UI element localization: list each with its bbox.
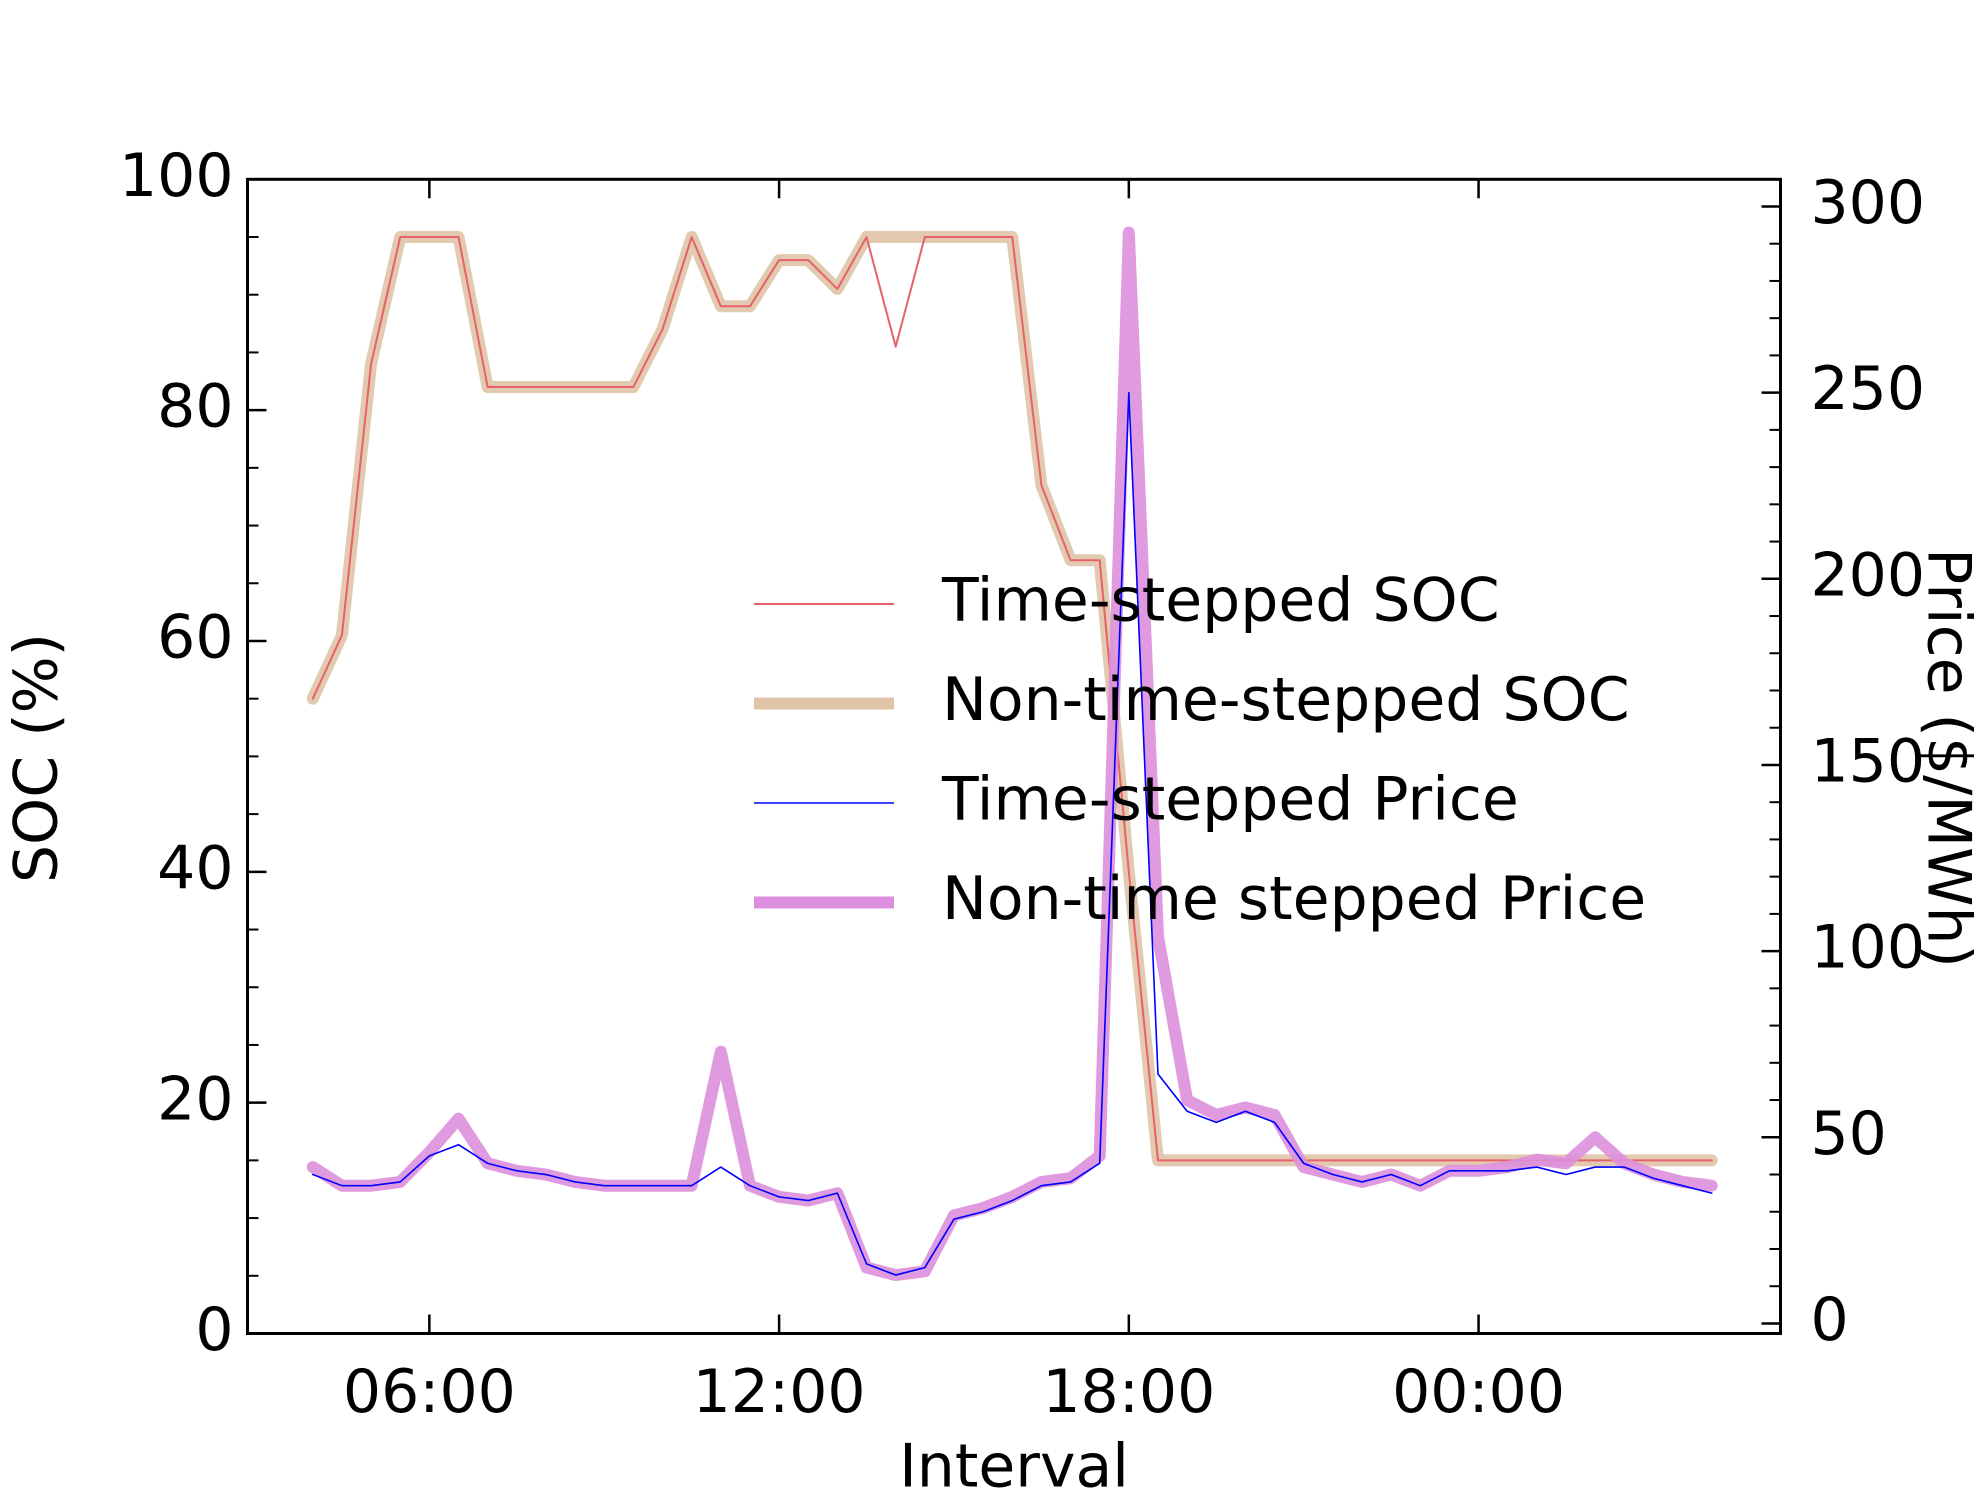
x-tick-label: 12:00	[693, 1357, 866, 1427]
y-tick-label: 20	[157, 1064, 233, 1134]
y2-tick-label: 0	[1811, 1285, 1849, 1355]
y-tick-label: 100	[119, 141, 234, 211]
y-axis-label: SOC (%)	[2, 633, 72, 883]
y-tick-label: 80	[157, 372, 233, 442]
y2-tick-label: 100	[1811, 913, 1926, 983]
x-tick-label: 18:00	[1042, 1357, 1215, 1427]
y2-tick-label: 50	[1811, 1099, 1887, 1169]
series-line	[311, 236, 1713, 1162]
legend-label: Time-stepped Price	[941, 765, 1519, 835]
y-tick-label: 60	[157, 603, 233, 673]
legend-label: Time-stepped SOC	[941, 566, 1500, 636]
x-tick-label: 00:00	[1392, 1357, 1565, 1427]
y2-tick-label: 300	[1811, 168, 1926, 238]
plot-frame	[246, 177, 1782, 1335]
x-axis-label: Interval	[899, 1432, 1129, 1500]
x-tick-label: 06:00	[343, 1357, 516, 1427]
y2-tick-label: 250	[1811, 354, 1926, 424]
y2-tick-label: 200	[1811, 540, 1926, 610]
y-tick-label: 0	[195, 1295, 233, 1365]
y2-tick-label: 150	[1811, 727, 1926, 797]
legend-label: Non-time stepped Price	[942, 864, 1646, 934]
y-tick-label: 40	[157, 833, 233, 903]
series-line	[311, 391, 1713, 1276]
y2-axis-label: Price ($/MWh)	[1913, 548, 1980, 968]
legend-label: Non-time-stepped SOC	[942, 665, 1630, 735]
